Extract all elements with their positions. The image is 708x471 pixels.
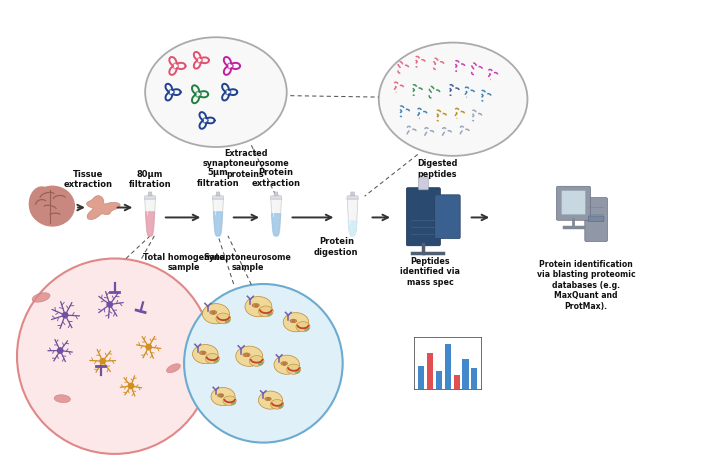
Ellipse shape	[231, 402, 235, 405]
Bar	[445, 343, 451, 389]
Circle shape	[57, 348, 63, 353]
Ellipse shape	[193, 344, 218, 364]
Bar	[418, 366, 424, 389]
Ellipse shape	[32, 292, 50, 302]
Text: Tissue
extraction: Tissue extraction	[63, 170, 113, 189]
Bar	[454, 375, 459, 389]
Polygon shape	[270, 196, 282, 199]
Ellipse shape	[278, 406, 282, 408]
Circle shape	[107, 302, 113, 307]
Text: Synaptoneurosome
sample: Synaptoneurosome sample	[204, 253, 292, 272]
Text: Protein identification
via blasting proteomic
databases (e.g.
MaxQuant and
ProtM: Protein identification via blasting prot…	[537, 260, 636, 310]
Ellipse shape	[283, 313, 309, 332]
Polygon shape	[86, 195, 120, 219]
FancyBboxPatch shape	[556, 187, 590, 220]
Ellipse shape	[296, 322, 310, 332]
Polygon shape	[212, 196, 224, 199]
Text: 5μm
filtration: 5μm filtration	[197, 168, 239, 188]
Ellipse shape	[216, 313, 231, 324]
Ellipse shape	[245, 297, 272, 317]
Polygon shape	[350, 192, 355, 196]
Bar	[472, 368, 477, 389]
Ellipse shape	[265, 397, 271, 401]
FancyBboxPatch shape	[435, 195, 460, 239]
Ellipse shape	[29, 187, 55, 221]
Polygon shape	[274, 192, 278, 196]
FancyBboxPatch shape	[406, 188, 440, 246]
Ellipse shape	[252, 303, 259, 307]
Ellipse shape	[280, 362, 287, 365]
Polygon shape	[272, 214, 280, 236]
Text: Digested
peptides: Digested peptides	[417, 159, 458, 179]
Ellipse shape	[202, 304, 229, 324]
Ellipse shape	[214, 360, 218, 363]
Text: Protein
extraction: Protein extraction	[251, 168, 301, 188]
Polygon shape	[216, 192, 220, 196]
Polygon shape	[214, 212, 222, 236]
Ellipse shape	[287, 364, 301, 374]
Polygon shape	[212, 199, 224, 236]
FancyBboxPatch shape	[561, 191, 586, 215]
Polygon shape	[347, 196, 358, 199]
Ellipse shape	[379, 42, 527, 156]
FancyBboxPatch shape	[588, 216, 604, 222]
Ellipse shape	[210, 310, 217, 315]
Ellipse shape	[199, 351, 206, 355]
FancyBboxPatch shape	[418, 178, 428, 190]
Polygon shape	[144, 196, 156, 199]
Ellipse shape	[295, 370, 299, 373]
Ellipse shape	[55, 395, 70, 403]
Ellipse shape	[243, 353, 250, 357]
Circle shape	[100, 358, 105, 364]
FancyBboxPatch shape	[585, 198, 607, 242]
Ellipse shape	[236, 346, 263, 366]
Ellipse shape	[205, 353, 219, 364]
Ellipse shape	[223, 396, 236, 406]
Ellipse shape	[217, 394, 224, 397]
Polygon shape	[146, 212, 154, 236]
Text: Total homogenate
sample: Total homogenate sample	[143, 253, 225, 272]
Ellipse shape	[290, 319, 297, 323]
Ellipse shape	[258, 362, 263, 365]
Bar	[427, 352, 433, 389]
Ellipse shape	[249, 356, 264, 366]
Text: Protein
digestion: Protein digestion	[314, 237, 358, 257]
Text: 80μm
filtration: 80μm filtration	[129, 170, 171, 189]
Ellipse shape	[268, 313, 273, 316]
Circle shape	[128, 383, 134, 389]
Bar	[462, 359, 469, 389]
Ellipse shape	[258, 306, 273, 317]
Polygon shape	[347, 199, 358, 236]
Circle shape	[17, 259, 212, 454]
Circle shape	[62, 312, 68, 318]
Circle shape	[184, 284, 343, 443]
Ellipse shape	[258, 391, 282, 409]
Polygon shape	[148, 192, 152, 196]
Ellipse shape	[274, 355, 299, 374]
Polygon shape	[348, 221, 357, 236]
Ellipse shape	[166, 364, 181, 373]
Ellipse shape	[270, 399, 284, 409]
Ellipse shape	[225, 320, 230, 323]
Text: Extracted
synaptoneurosome
proteins: Extracted synaptoneurosome proteins	[202, 149, 289, 179]
Circle shape	[146, 344, 152, 349]
Bar	[436, 371, 442, 389]
Ellipse shape	[145, 37, 287, 147]
Polygon shape	[270, 199, 282, 236]
Text: Peptides
identified via
mass spec: Peptides identified via mass spec	[401, 257, 460, 287]
Ellipse shape	[211, 388, 235, 406]
Ellipse shape	[30, 187, 74, 226]
Polygon shape	[144, 199, 156, 236]
Ellipse shape	[304, 328, 309, 331]
